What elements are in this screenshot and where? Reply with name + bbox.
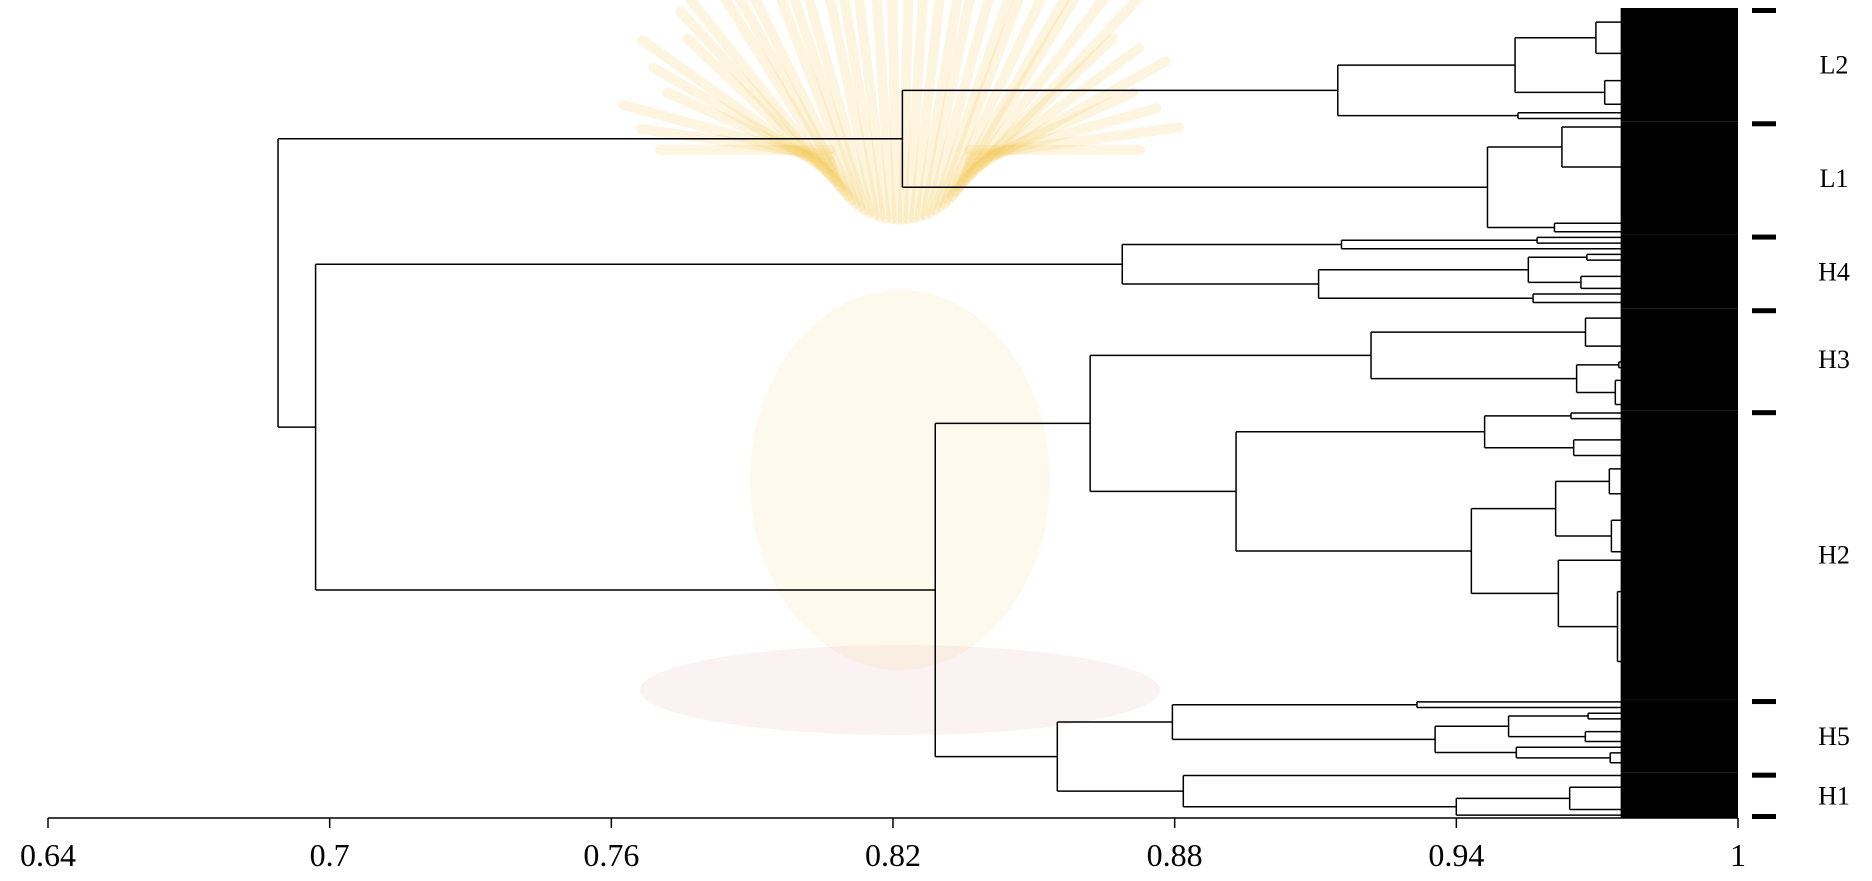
watermark-ray xyxy=(934,0,1024,213)
watermark-ray xyxy=(720,0,853,202)
watermark-ray xyxy=(776,0,866,213)
cluster-label-h3: H3 xyxy=(1818,345,1850,374)
cluster-separator xyxy=(1752,121,1776,127)
cluster-labels: L2 L1 H4 H3 H2 H5 H1 xyxy=(1818,51,1850,811)
watermark-ray xyxy=(871,0,897,225)
watermark-ray xyxy=(964,122,1185,161)
cluster-label-l1: L1 xyxy=(1820,164,1849,193)
watermark-ray xyxy=(909,0,945,224)
watermark-ray xyxy=(925,0,994,219)
cluster-separator xyxy=(1752,308,1776,314)
watermark-ray xyxy=(930,0,1014,216)
watermark-ray xyxy=(887,0,903,225)
cluster-label-h2: H2 xyxy=(1818,541,1850,570)
x-tick-label: 0.82 xyxy=(865,837,921,873)
leaf-fill xyxy=(1620,699,1738,773)
cluster-separators xyxy=(1752,8,1776,819)
watermark-ray xyxy=(618,100,836,167)
watermark-ray xyxy=(854,0,891,224)
watermark-ray xyxy=(675,6,846,193)
cluster-separator xyxy=(1752,699,1776,705)
watermark-ray xyxy=(682,33,844,188)
watermark-ray xyxy=(804,0,875,219)
cluster-separator xyxy=(1752,772,1776,778)
watermark-ray xyxy=(825,0,881,221)
watermark-ray xyxy=(839,0,886,223)
watermark-ray xyxy=(734,0,857,206)
leaf-fill xyxy=(1620,8,1738,122)
leaf-fill xyxy=(1620,308,1738,411)
watermark-ray xyxy=(962,87,1139,172)
watermark-ray xyxy=(950,0,1110,198)
x-tick-label: 0.7 xyxy=(310,837,350,873)
x-tick-label: 0.88 xyxy=(1147,837,1203,873)
cluster-label-h4: H4 xyxy=(1818,257,1850,286)
watermark-ray xyxy=(897,0,914,225)
watermark-ray xyxy=(637,35,841,183)
watermark-ray xyxy=(954,0,1142,193)
watermark-ray xyxy=(914,0,963,223)
watermark-ray xyxy=(635,124,836,161)
watermark-ray xyxy=(661,87,838,172)
cluster-separator xyxy=(1752,814,1776,819)
watermark-ray xyxy=(964,103,1162,167)
leaf-fill xyxy=(1620,410,1738,700)
x-tick-label: 0.94 xyxy=(1428,837,1484,873)
x-axis: 0.64 0.7 0.76 0.82 0.88 0.94 1 xyxy=(20,817,1746,873)
dendrogram-tree xyxy=(277,8,1738,818)
watermark-ray xyxy=(789,0,870,216)
watermark-ray xyxy=(750,0,861,210)
leaf-fill xyxy=(1620,772,1738,818)
x-tick-label: 0.64 xyxy=(20,837,76,873)
cluster-label-l2: L2 xyxy=(1820,51,1849,80)
watermark-ray xyxy=(903,0,929,225)
watermark-ray xyxy=(684,0,850,198)
watermark-ray xyxy=(947,0,1080,202)
cluster-label-h1: H1 xyxy=(1818,781,1850,810)
cluster-label-h5: H5 xyxy=(1818,722,1850,751)
watermark-ray xyxy=(961,56,1171,178)
x-tick-label: 0.76 xyxy=(583,837,639,873)
x-tick-label: 1 xyxy=(1730,837,1746,873)
watermark-ray xyxy=(959,43,1145,183)
watermark-ray xyxy=(956,33,1118,188)
watermark-base xyxy=(640,645,1160,735)
leaf-fill xyxy=(1620,121,1738,235)
cluster-separator xyxy=(1752,8,1776,13)
watermark-ray xyxy=(648,62,839,178)
watermark-body xyxy=(750,290,1050,670)
cluster-separator xyxy=(1752,410,1776,416)
watermark-ray xyxy=(939,0,1046,210)
cluster-separator xyxy=(1752,234,1776,240)
watermark-ray xyxy=(919,0,975,221)
university-emblem-icon xyxy=(618,0,1185,735)
watermark-ray xyxy=(943,0,1070,206)
leaf-fill xyxy=(1620,234,1738,309)
